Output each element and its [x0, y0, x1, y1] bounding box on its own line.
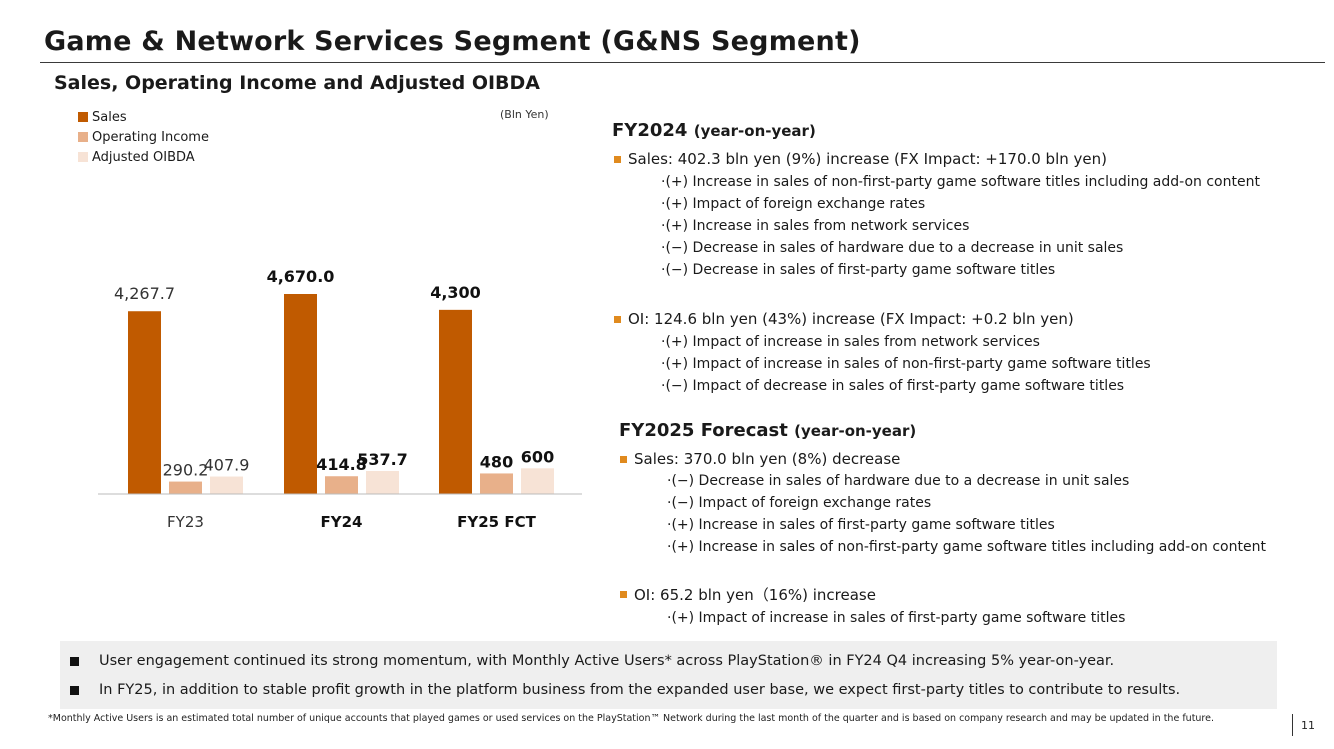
bullet-icon [70, 656, 79, 666]
bullet-icon [620, 591, 627, 598]
list-item: ·(−) Decrease in sales of first-party ga… [661, 262, 1056, 278]
list-item: ·(+) Impact of increase in sales of non-… [661, 356, 1151, 372]
fy2025-oi-text: OI: 65.2 bln yen（16%) increase [634, 586, 876, 604]
fy2024-sales-summary: Sales: 402.3 bln yen (9%) increase (FX I… [614, 150, 1107, 168]
list-item: ·(−) Decrease in sales of hardware due t… [661, 240, 1124, 256]
legend-label-sales: Sales [92, 109, 127, 125]
fy2025-sales-summary: Sales: 370.0 bln yen (8%) decrease [620, 450, 900, 468]
list-item: ·(+) Impact of increase in sales of firs… [667, 610, 1126, 626]
highlight-item: In FY25, in addition to stable profit gr… [70, 682, 1180, 698]
bar-operating-income-fy24 [325, 476, 358, 494]
x-tick-label: FY25 FCT [457, 513, 536, 531]
list-item: ·(−) Impact of decrease in sales of firs… [661, 378, 1125, 394]
bar-adjusted-oibda-fy23 [210, 476, 243, 494]
data-label: 414.8 [316, 455, 367, 474]
bar-sales-fy25-fct [439, 309, 472, 494]
fy2025-heading-text: FY2025 Forecast [619, 420, 788, 441]
legend-item-sales: Sales [78, 107, 209, 127]
data-label: 480 [480, 452, 513, 471]
chart-subtitle: Sales, Operating Income and Adjusted OIB… [54, 72, 541, 94]
list-item: ·(−) Impact of foreign exchange rates [667, 495, 932, 511]
x-tick-label: FY23 [167, 513, 204, 531]
fy2024-sales-text: Sales: 402.3 bln yen (9%) increase (FX I… [628, 150, 1107, 168]
fy2024-oi-details: ·(+) Impact of increase in sales from ne… [661, 331, 1151, 397]
fy2025-sales-text: Sales: 370.0 bln yen (8%) decrease [634, 450, 901, 468]
fy2024-sales-details: ·(+) Increase in sales of non-first-part… [661, 171, 1260, 281]
fy2025-sales-details: ·(−) Decrease in sales of hardware due t… [667, 470, 1266, 558]
fy2025-heading-suffix: (year-on-year) [794, 422, 917, 440]
list-item: ·(+) Impact of increase in sales from ne… [661, 334, 1040, 350]
x-tick-label: FY24 [321, 513, 363, 531]
list-item: ·(−) Decrease in sales of hardware due t… [667, 473, 1130, 489]
data-label: 4,267.7 [114, 284, 175, 303]
legend-swatch-operating-income [78, 132, 88, 142]
legend-label-operating-income: Operating Income [92, 129, 209, 145]
highlight-text: In FY25, in addition to stable profit gr… [99, 682, 1181, 698]
legend-label-adjusted-oibda: Adjusted OIBDA [92, 149, 195, 165]
bullet-icon [614, 315, 621, 323]
list-item: ·(+) Increase in sales from network serv… [661, 218, 970, 234]
list-item: ·(+) Impact of foreign exchange rates [661, 196, 926, 212]
unit-label: (Bln Yen) [500, 108, 549, 121]
bullet-icon [620, 455, 627, 463]
highlight-text: User engagement continued its strong mom… [99, 653, 1115, 669]
legend-item-adjusted-oibda: Adjusted OIBDA [78, 147, 209, 167]
page-number: 11 [1301, 719, 1315, 732]
title-divider [40, 62, 1325, 63]
highlight-item: User engagement continued its strong mom… [70, 653, 1114, 669]
highlights-box: User engagement continued its strong mom… [60, 641, 1277, 709]
bar-adjusted-oibda-fy25-fct [521, 468, 554, 494]
list-item: ·(+) Increase in sales of non-first-part… [661, 174, 1260, 190]
fy2025-heading: FY2025 Forecast (year-on-year) [619, 420, 916, 441]
bullet-icon [70, 685, 79, 695]
bullet-icon [614, 155, 621, 163]
bar-sales-fy23 [128, 311, 161, 494]
fy2024-heading: FY2024 (year-on-year) [612, 120, 816, 141]
bar-operating-income-fy23 [169, 481, 202, 494]
fy2024-heading-suffix: (year-on-year) [693, 122, 816, 140]
fy2025-oi-summary: OI: 65.2 bln yen（16%) increase [620, 584, 876, 605]
bar-adjusted-oibda-fy24 [366, 470, 399, 494]
fy2024-oi-text: OI: 124.6 bln yen (43%) increase (FX Imp… [628, 310, 1074, 328]
bar-sales-fy24 [284, 294, 317, 494]
fy2025-oi-details: ·(+) Impact of increase in sales of firs… [667, 607, 1125, 629]
fy2024-oi-summary: OI: 124.6 bln yen (43%) increase (FX Imp… [614, 310, 1074, 328]
fy2024-heading-text: FY2024 [612, 120, 688, 141]
page-number-divider [1292, 714, 1293, 736]
chart-legend: Sales Operating Income Adjusted OIBDA [78, 107, 209, 167]
footnote: *Monthly Active Users is an estimated to… [48, 713, 1214, 724]
data-label: 4,670.0 [267, 267, 335, 286]
list-item: ·(+) Increase in sales of first-party ga… [667, 517, 1055, 533]
list-item: ·(+) Increase in sales of non-first-part… [667, 539, 1266, 555]
legend-swatch-adjusted-oibda [78, 152, 88, 162]
data-label: 537.7 [357, 450, 408, 469]
bar-operating-income-fy25-fct [480, 473, 513, 494]
page-title: Game & Network Services Segment (G&NS Se… [44, 26, 861, 57]
data-label: 290.2 [163, 461, 209, 480]
data-label: 600 [521, 447, 554, 466]
legend-item-operating-income: Operating Income [78, 127, 209, 147]
legend-swatch-sales [78, 112, 88, 122]
data-label: 407.9 [204, 456, 250, 475]
data-label: 4,300 [430, 283, 481, 302]
